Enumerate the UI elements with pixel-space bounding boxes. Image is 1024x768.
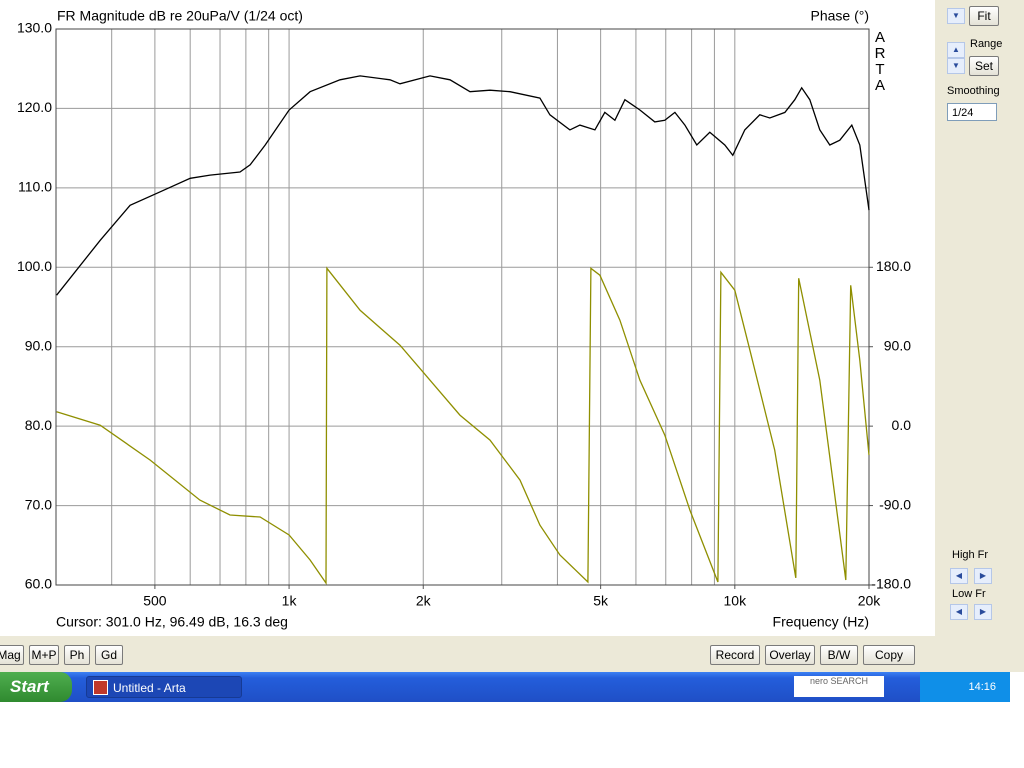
toolbar-button[interactable]: Overlay <box>765 645 815 665</box>
x-tick-label: 500 <box>143 593 167 609</box>
spin-down[interactable]: ▼ <box>947 58 965 74</box>
y-tick-label: 100.0 <box>17 258 52 274</box>
spin-left[interactable]: ◀ <box>950 568 968 584</box>
logo: ARTA <box>874 29 886 94</box>
low-fr-label: Low Fr <box>952 588 986 600</box>
spin-right[interactable]: ▶ <box>974 568 992 584</box>
toolbar-button[interactable]: M+P <box>29 645 59 665</box>
chart-title: FR Magnitude dB re 20uPa/V (1/24 oct) <box>57 8 303 24</box>
spin-right[interactable]: ▶ <box>974 604 992 620</box>
toolbar-button[interactable]: Gd <box>95 645 123 665</box>
plot-area <box>56 29 869 585</box>
y-tick-label: 90.0 <box>25 337 52 353</box>
x-axis-label: Frequency (Hz) <box>773 614 869 630</box>
app-icon <box>93 680 108 695</box>
smoothing-value: 1/24 <box>952 107 974 119</box>
range-label: Range <box>970 38 1003 50</box>
series-line <box>56 266 870 586</box>
y-tick-label: 80.0 <box>25 417 52 433</box>
smoothing-label: Smoothing <box>947 85 1000 97</box>
plot-border <box>55 28 870 586</box>
search-box[interactable]: nero SEARCH <box>794 676 884 697</box>
fit-button[interactable]: Fit <box>969 6 999 26</box>
set-button[interactable]: Set <box>969 56 999 76</box>
y-tick-label: 120.0 <box>17 99 52 115</box>
y2-tick-label: 90.0 <box>884 337 911 353</box>
x-tick-label: 5k <box>593 593 609 609</box>
toolbar-button[interactable]: Copy <box>863 645 915 665</box>
y2-tick-label: -90.0 <box>879 496 911 512</box>
x-tick-label: 2k <box>416 593 432 609</box>
toolbar-button[interactable]: Record <box>710 645 760 665</box>
x-tick-label: 10k <box>724 593 748 609</box>
cursor-readout: Cursor: 301.0 Hz, 96.49 dB, 16.3 deg <box>56 614 288 630</box>
toolbar-button[interactable]: B/W <box>820 645 858 665</box>
y-tick-label: 130.0 <box>17 20 52 36</box>
taskbar-window[interactable]: Untitled - Arta <box>86 676 242 698</box>
spin-up[interactable]: ▲ <box>947 42 965 58</box>
smoothing-select[interactable]: 1/24 <box>947 103 997 121</box>
high-fr-label: High Fr <box>952 549 989 561</box>
x-tick-label: 20k <box>858 593 882 609</box>
y-tick-label: 110.0 <box>18 179 52 195</box>
chart: FR Magnitude dB re 20uPa/V (1/24 oct) Ph… <box>17 8 912 630</box>
y2-title: Phase (°) <box>810 8 869 24</box>
toolbar-button[interactable]: Mag <box>0 645 24 665</box>
spin-down[interactable]: ▼ <box>947 8 965 24</box>
y-tick-label: 70.0 <box>25 496 52 512</box>
spin-left[interactable]: ◀ <box>950 604 968 620</box>
y2-tick-label: 180.0 <box>876 258 911 274</box>
series-line <box>56 75 870 296</box>
toolbar-button[interactable]: Ph <box>64 645 90 665</box>
y2-tick-label: -180.0 <box>871 576 911 592</box>
y2-tick-label: 0.0 <box>892 417 912 433</box>
start-button[interactable]: Start <box>0 672 72 702</box>
clock: 14:16 <box>920 672 1010 702</box>
x-tick-label: 1k <box>282 593 298 609</box>
y-tick-label: 60.0 <box>25 576 52 592</box>
